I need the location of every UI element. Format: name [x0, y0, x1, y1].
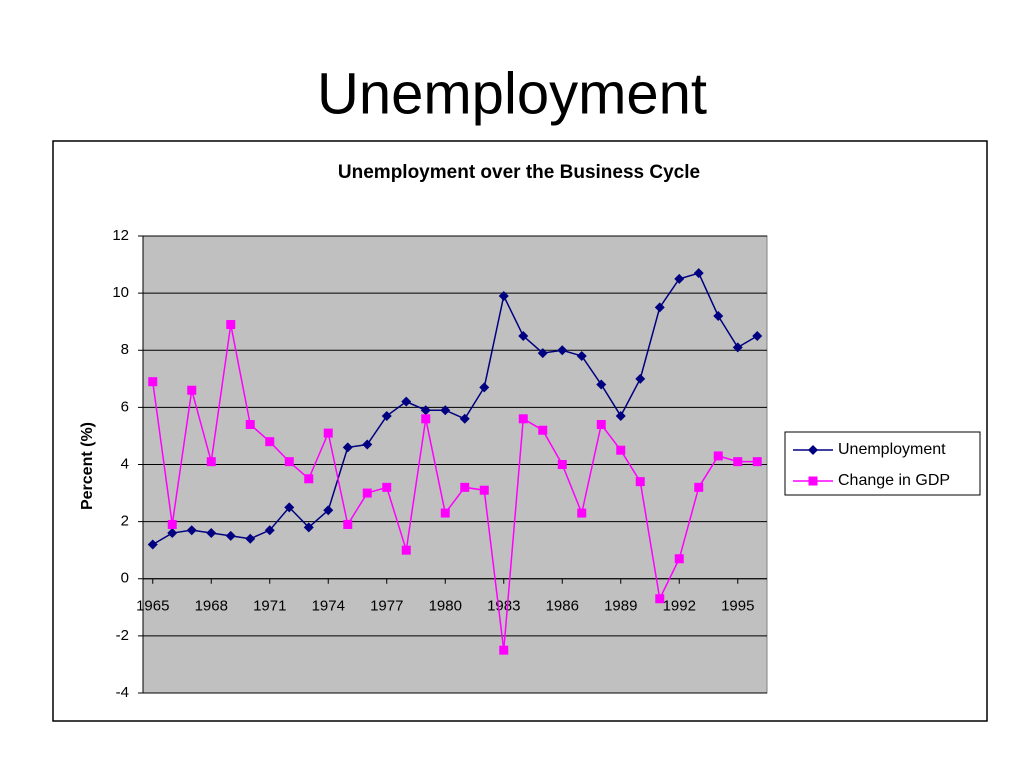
data-point	[343, 519, 353, 529]
data-point	[479, 485, 489, 495]
y-tick-label: 12	[112, 227, 129, 244]
data-point	[421, 414, 431, 424]
y-tick-label: 2	[121, 513, 129, 530]
x-tick-label: 1986	[546, 598, 579, 615]
legend-label: Unemployment	[838, 441, 946, 458]
data-point	[245, 533, 256, 544]
data-point	[440, 405, 451, 416]
data-point	[499, 645, 509, 655]
data-point	[518, 414, 528, 424]
x-tick-label: 1977	[370, 598, 403, 615]
x-tick-label: 1989	[604, 598, 637, 615]
data-point	[225, 530, 236, 541]
data-point	[440, 508, 450, 518]
y-tick-label: 6	[121, 398, 129, 415]
data-point	[167, 519, 177, 529]
data-point	[674, 554, 684, 564]
data-point	[342, 442, 353, 453]
y-tick-label: 0	[121, 570, 129, 587]
data-point	[538, 425, 548, 435]
data-point	[303, 522, 314, 533]
data-point	[674, 273, 685, 284]
y-tick-label: 4	[121, 455, 129, 472]
data-point	[206, 457, 216, 467]
data-point	[323, 428, 333, 438]
x-tick-label: 1992	[663, 598, 696, 615]
data-point	[148, 377, 158, 387]
data-point	[460, 482, 470, 492]
data-point	[557, 460, 567, 469]
legend-label: Change in GDP	[838, 472, 950, 489]
y-tick-label: 8	[121, 341, 129, 358]
data-point	[518, 330, 529, 341]
data-point	[615, 410, 626, 421]
data-point	[693, 268, 704, 279]
y-tick-label: -4	[116, 684, 129, 701]
data-point	[752, 457, 762, 467]
data-point	[655, 594, 665, 604]
data-point	[654, 302, 665, 313]
legend-marker	[808, 445, 818, 455]
data-point	[479, 382, 490, 393]
data-point	[265, 437, 275, 447]
data-point	[537, 348, 548, 359]
data-point	[245, 420, 255, 430]
data-point	[362, 439, 373, 450]
legend-marker	[808, 476, 818, 486]
data-point	[713, 451, 723, 461]
x-tick-label: 1965	[136, 598, 169, 615]
x-tick-label: 1971	[253, 598, 286, 615]
data-point	[577, 508, 587, 518]
data-point	[401, 545, 411, 555]
data-point	[284, 457, 294, 467]
data-point	[420, 405, 431, 416]
data-point	[381, 410, 392, 421]
data-point	[635, 477, 645, 487]
y-axis-label: Percent (%)	[79, 422, 96, 510]
data-point	[206, 528, 217, 539]
data-point	[557, 345, 568, 356]
data-point	[576, 350, 587, 361]
data-point	[635, 373, 646, 384]
y-tick-label: -2	[116, 627, 129, 644]
data-point	[694, 482, 704, 492]
data-point	[147, 539, 158, 550]
x-tick-label: 1974	[312, 598, 345, 615]
data-point	[401, 396, 412, 407]
data-point	[304, 474, 314, 484]
data-point	[596, 420, 606, 430]
data-point	[732, 342, 743, 353]
data-point	[616, 445, 626, 455]
data-point	[596, 379, 607, 390]
data-point	[733, 457, 743, 467]
data-point	[284, 502, 295, 513]
chart-title: Unemployment over the Business Cycle	[338, 162, 700, 183]
data-point	[167, 528, 178, 539]
data-point	[362, 488, 372, 498]
data-point	[498, 290, 509, 301]
data-point	[382, 482, 392, 492]
data-point	[226, 320, 236, 330]
data-point	[323, 505, 334, 516]
data-point	[264, 525, 275, 536]
x-tick-label: 1980	[429, 598, 462, 615]
x-tick-label: 1968	[195, 598, 228, 615]
data-point	[752, 330, 763, 341]
data-point	[187, 385, 197, 395]
slide-title: Unemployment	[317, 61, 707, 126]
x-tick-label: 1983	[487, 598, 520, 615]
data-point	[186, 525, 197, 536]
x-tick-label: 1995	[721, 598, 754, 615]
data-point	[713, 310, 724, 321]
y-tick-label: 10	[112, 284, 129, 301]
data-point	[459, 413, 470, 424]
